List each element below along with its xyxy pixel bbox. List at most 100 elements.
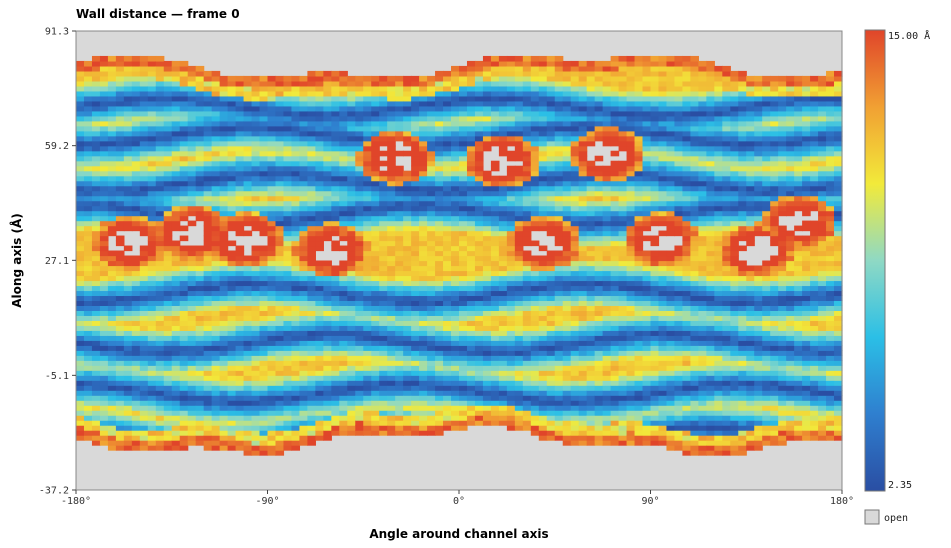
- heatmap-cell: [76, 300, 85, 306]
- heatmap-cell: [139, 440, 149, 446]
- heatmap-cell: [131, 285, 141, 292]
- heatmap-cell: [371, 135, 380, 142]
- heatmap-cell: [530, 70, 540, 77]
- heatmap-cell: [506, 215, 516, 222]
- heatmap-cell: [76, 400, 85, 406]
- heatmap-cell: [427, 315, 436, 321]
- heatmap-cell: [187, 370, 197, 376]
- heatmap-cell: [395, 150, 404, 157]
- heatmap-cell: [403, 170, 412, 177]
- heatmap-cell: [195, 190, 205, 197]
- heatmap-cell: [602, 385, 612, 391]
- heatmap-cell: [211, 120, 221, 127]
- heatmap-cell: [291, 360, 301, 366]
- heatmap-cell: [179, 300, 189, 306]
- heatmap-cell: [435, 150, 444, 157]
- heatmap-cell: [578, 195, 588, 202]
- heatmap-cell: [506, 230, 516, 237]
- heatmap-cell: [171, 70, 181, 77]
- heatmap-cell: [506, 220, 516, 227]
- heatmap-cell: [530, 280, 540, 287]
- heatmap-cell: [91, 360, 101, 366]
- heatmap-cell: [243, 320, 253, 326]
- heatmap-cell: [131, 350, 141, 356]
- heatmap-cell: [179, 185, 189, 192]
- heatmap-cell: [578, 405, 588, 411]
- heatmap-cell: [299, 170, 308, 177]
- heatmap-cell: [323, 335, 332, 341]
- heatmap-cell: [451, 345, 460, 351]
- heatmap-cell: [251, 340, 261, 346]
- heatmap-cell: [506, 350, 516, 356]
- heatmap-cell: [514, 180, 524, 187]
- heatmap-cell: [243, 80, 253, 87]
- heatmap-cell: [371, 160, 380, 167]
- heatmap-cell: [395, 165, 404, 172]
- heatmap-cell: [498, 190, 508, 197]
- heatmap-cell: [466, 385, 476, 391]
- heatmap-cell: [387, 410, 396, 416]
- heatmap-cell: [506, 140, 516, 147]
- heatmap-cell: [371, 110, 380, 117]
- heatmap-cell: [299, 390, 308, 396]
- heatmap-cell: [419, 390, 428, 396]
- heatmap-cell: [171, 310, 181, 316]
- heatmap-cell: [139, 325, 149, 331]
- heatmap-cell: [179, 165, 189, 172]
- heatmap-cell: [123, 225, 133, 232]
- heatmap-cell: [339, 310, 348, 316]
- heatmap-cell: [323, 225, 332, 232]
- heatmap-cell: [411, 90, 420, 97]
- heatmap-cell: [578, 250, 588, 257]
- heatmap-cell: [243, 90, 253, 97]
- heatmap-cell: [107, 170, 117, 177]
- heatmap-cell: [195, 285, 205, 292]
- heatmap-cell: [107, 90, 117, 97]
- heatmap-cell: [339, 85, 348, 92]
- heatmap-cell: [123, 100, 133, 107]
- heatmap-cell: [115, 90, 125, 97]
- heatmap-cell: [107, 210, 117, 217]
- heatmap-cell: [490, 335, 500, 341]
- heatmap-cell: [602, 240, 612, 247]
- heatmap-cell: [546, 205, 556, 212]
- heatmap-cell: [602, 180, 612, 187]
- heatmap-cell: [115, 315, 125, 321]
- heatmap-cell: [602, 275, 612, 282]
- heatmap-cell: [187, 285, 197, 292]
- heatmap-cell: [546, 85, 556, 92]
- heatmap-cell: [307, 335, 316, 341]
- heatmap-cell: [171, 185, 181, 192]
- heatmap-cell: [171, 95, 181, 102]
- heatmap-cell: [307, 195, 316, 202]
- heatmap-cell: [610, 170, 620, 177]
- heatmap-cell: [371, 415, 380, 421]
- heatmap-cell: [235, 125, 245, 132]
- heatmap-cell: [474, 330, 484, 336]
- heatmap-cell: [538, 70, 548, 77]
- heatmap-cell: [315, 405, 324, 411]
- heatmap-cell: [602, 305, 612, 311]
- heatmap-cell: [355, 350, 364, 356]
- heatmap-cell: [315, 330, 324, 336]
- heatmap-cell: [203, 355, 213, 361]
- heatmap-cell: [379, 150, 388, 157]
- heatmap-cell: [506, 305, 516, 311]
- heatmap-cell: [315, 305, 324, 311]
- heatmap-cell: [235, 320, 245, 326]
- heatmap-cell: [227, 365, 237, 371]
- heatmap-cell: [427, 175, 436, 182]
- heatmap-cell: [331, 85, 340, 92]
- heatmap-cell: [403, 375, 412, 381]
- heatmap-cell: [578, 310, 588, 316]
- heatmap-cell: [227, 115, 237, 122]
- heatmap-cell: [395, 220, 404, 227]
- heatmap-cell: [498, 145, 508, 152]
- heatmap-cell: [530, 385, 540, 391]
- chart-title: Wall distance — frame 0: [76, 7, 240, 21]
- heatmap-cell: [123, 180, 133, 187]
- heatmap-cell: [291, 430, 301, 436]
- heatmap-cell: [371, 345, 380, 351]
- heatmap-cell: [227, 345, 237, 351]
- heatmap-cell: [339, 105, 348, 112]
